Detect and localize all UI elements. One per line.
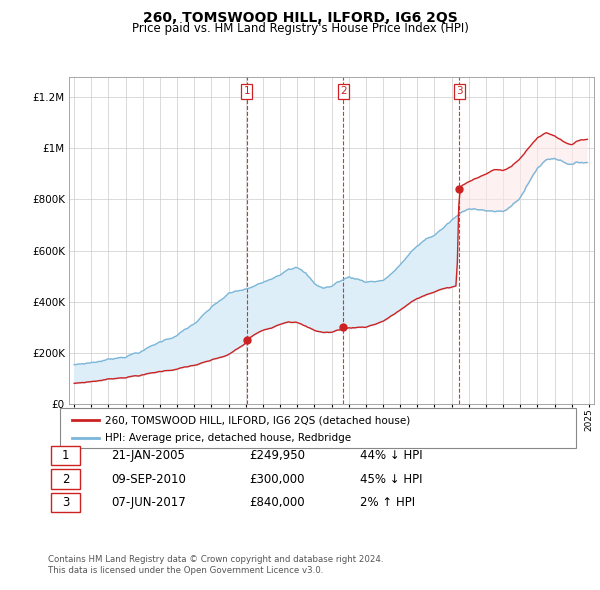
Text: 3: 3 [62,496,69,509]
Text: 07-JUN-2017: 07-JUN-2017 [111,496,186,509]
Text: £840,000: £840,000 [249,496,305,509]
Text: Contains HM Land Registry data © Crown copyright and database right 2024.: Contains HM Land Registry data © Crown c… [48,555,383,563]
Text: 44% ↓ HPI: 44% ↓ HPI [360,449,422,462]
Text: 3: 3 [456,87,463,96]
Text: 21-JAN-2005: 21-JAN-2005 [111,449,185,462]
Text: Price paid vs. HM Land Registry's House Price Index (HPI): Price paid vs. HM Land Registry's House … [131,22,469,35]
Text: 2: 2 [62,473,69,486]
Text: HPI: Average price, detached house, Redbridge: HPI: Average price, detached house, Redb… [105,434,351,443]
Text: £300,000: £300,000 [249,473,305,486]
Text: £249,950: £249,950 [249,449,305,462]
Text: 09-SEP-2010: 09-SEP-2010 [111,473,186,486]
Text: This data is licensed under the Open Government Licence v3.0.: This data is licensed under the Open Gov… [48,566,323,575]
Text: 260, TOMSWOOD HILL, ILFORD, IG6 2QS (detached house): 260, TOMSWOOD HILL, ILFORD, IG6 2QS (det… [105,415,410,425]
Text: 1: 1 [62,449,69,462]
Text: 260, TOMSWOOD HILL, ILFORD, IG6 2QS: 260, TOMSWOOD HILL, ILFORD, IG6 2QS [143,11,457,25]
Text: 2: 2 [340,87,347,96]
Text: 2% ↑ HPI: 2% ↑ HPI [360,496,415,509]
Text: 1: 1 [244,87,250,96]
Text: 45% ↓ HPI: 45% ↓ HPI [360,473,422,486]
